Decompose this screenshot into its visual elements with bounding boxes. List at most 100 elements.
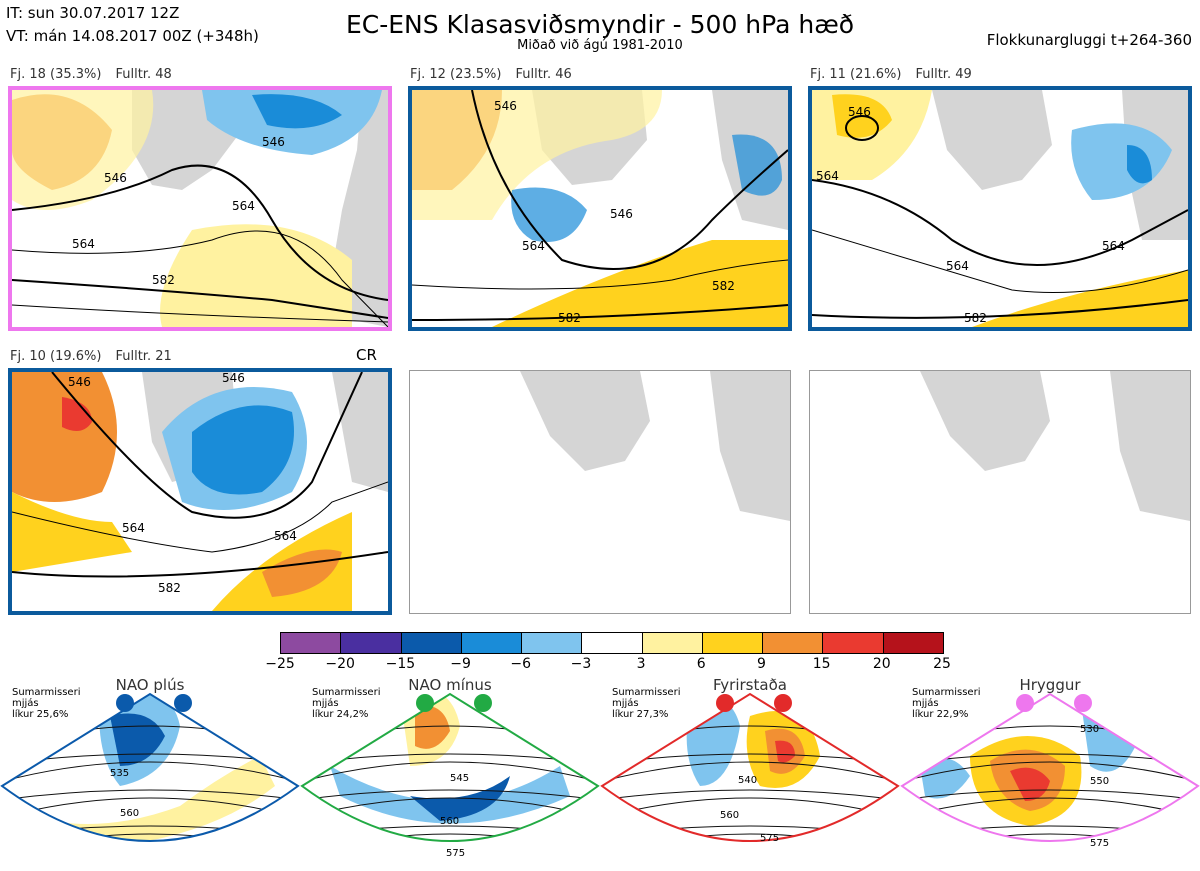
anomaly-warm-south [492, 240, 788, 327]
contour-label: 546 [104, 171, 127, 185]
colorbar-tick-label: −25 [265, 656, 295, 672]
regime-season: Sumarmisseri [612, 687, 681, 698]
colorbar-segment [581, 633, 642, 653]
regime-season: Sumarmisseri [312, 687, 381, 698]
colorbar-tick-label: 20 [872, 656, 891, 672]
cluster-map-4: 546 546 564 564 582 [12, 372, 388, 611]
contour-label: 546 [494, 99, 517, 113]
colorbar-segment [701, 633, 763, 653]
colorbar-segment [521, 633, 582, 653]
colorbar-tick-label: 6 [696, 656, 706, 672]
anomaly-warm-light [12, 492, 132, 572]
land-greenland [932, 90, 1052, 190]
low-center [845, 115, 879, 141]
regime-map: 545 560 575 [300, 692, 600, 859]
regime-meta: Sumarmisseri mjjás líkur 22,9% [912, 687, 980, 720]
regimes-row: 535 560 NAO plús Sumarmisseri mjjás líkur 25,… [0, 676, 1200, 871]
cluster-window: Flokkunargluggi t+264-360 [986, 31, 1192, 49]
regime-anomaly [920, 758, 970, 799]
colorbar-tick-label: −9 [450, 656, 471, 672]
issue-time: IT: sun 30.07.2017 12Z [6, 4, 180, 22]
height-contour [412, 259, 788, 290]
contour-label: 564 [232, 199, 255, 213]
anomaly-warm-south [160, 224, 352, 327]
land-scandinavia [332, 372, 388, 492]
contour-label: 582 [964, 311, 987, 325]
anomaly-cold-core [1127, 145, 1152, 184]
height-contour [602, 761, 898, 783]
contour-label: 564 [274, 529, 297, 543]
contour-label: 575 [446, 848, 465, 859]
regime-smoothing: mjjás [612, 698, 639, 709]
anomaly-cold [511, 187, 587, 242]
anomaly-warm-core [62, 397, 92, 431]
cr-marker: CR [356, 346, 377, 364]
cluster-panel-3: 546 564 564 564 582 [808, 86, 1192, 331]
regime-anomaly [330, 766, 570, 824]
cluster-label-3: Fj. 11 (21.6%) Fulltr. 49 [810, 67, 972, 82]
regime-dot-icon [716, 694, 734, 712]
height-contour [12, 304, 388, 323]
height-contour [412, 304, 788, 321]
contour-label: 560 [720, 810, 739, 821]
height-contour [602, 797, 898, 819]
contour-label: 582 [158, 581, 181, 595]
height-contour [812, 229, 1188, 293]
height-contour [12, 230, 388, 327]
regime-dot-icon [174, 694, 192, 712]
regime-sector-outline [900, 692, 1200, 842]
cluster-map-3: 546 564 564 564 582 [812, 90, 1188, 327]
anomaly-warm-light [412, 90, 662, 220]
land-greenland [920, 371, 1050, 471]
contour-label: 550 [1090, 776, 1109, 787]
contour-label: 560 [120, 808, 139, 819]
contour-label: 564 [816, 169, 839, 183]
contour-label: 535 [110, 768, 129, 779]
regime-probability: líkur 25,6% [12, 709, 69, 720]
regime-anomaly [686, 699, 740, 786]
regime-dot-icon [416, 694, 434, 712]
cluster-label-1: Fj. 18 (35.3%) Fulltr. 48 [10, 67, 172, 82]
regime-smoothing: mjjás [312, 698, 339, 709]
regime-meta: Sumarmisseri mjjás líkur 24,2% [312, 687, 380, 720]
regime-name: Fyrirstaða [713, 676, 787, 694]
colorbar-segment [340, 633, 401, 653]
land-greenland [520, 371, 650, 471]
height-contour [812, 299, 1188, 319]
regime-probability: líkur 27,3% [612, 709, 669, 720]
regime-sector-outline [300, 692, 600, 842]
contour-label: 546 [222, 372, 245, 385]
colorbar-tick-label: 25 [933, 656, 951, 672]
height-contour [302, 789, 598, 801]
height-contour [471, 90, 788, 270]
height-contour [602, 833, 898, 841]
height-contour [12, 164, 388, 301]
height-contour [2, 789, 298, 801]
height-contour [902, 761, 1198, 783]
regime-name: Hryggur [1019, 676, 1081, 694]
colorbar-segment [281, 633, 341, 653]
colorbar [280, 632, 944, 654]
page-subtitle: Miðað við ágú 1981-2010 [517, 38, 683, 53]
height-contour [51, 372, 363, 519]
anomaly-warm [12, 372, 117, 502]
contour-label: 564 [522, 239, 545, 253]
contour-label: 560 [440, 816, 459, 827]
regime-smoothing: mjjás [912, 698, 939, 709]
regime-meta: Sumarmisseri mjjás líkur 27,3% [612, 687, 680, 720]
regime-anomaly [415, 705, 450, 749]
height-contour [302, 761, 598, 783]
regime-sector-outline [600, 692, 900, 842]
contour-label: 582 [152, 273, 175, 287]
colorbar-segment [762, 633, 823, 653]
regime-probability: líkur 24,2% [312, 709, 369, 720]
height-contour [602, 789, 898, 801]
colorbar-tick-label: 9 [756, 656, 766, 672]
regime-name: NAO plús [115, 676, 185, 694]
colorbar-segment [460, 633, 522, 653]
colorbar-tick-label: −3 [570, 656, 592, 672]
colorbar-segment [641, 633, 702, 653]
regime-panel: 540 560 575 Fyrirstaða Sumarmisseri mjjás líku… [600, 676, 900, 871]
contour-label: 545 [450, 773, 469, 784]
regime-map: 530 550 575 [900, 692, 1200, 849]
